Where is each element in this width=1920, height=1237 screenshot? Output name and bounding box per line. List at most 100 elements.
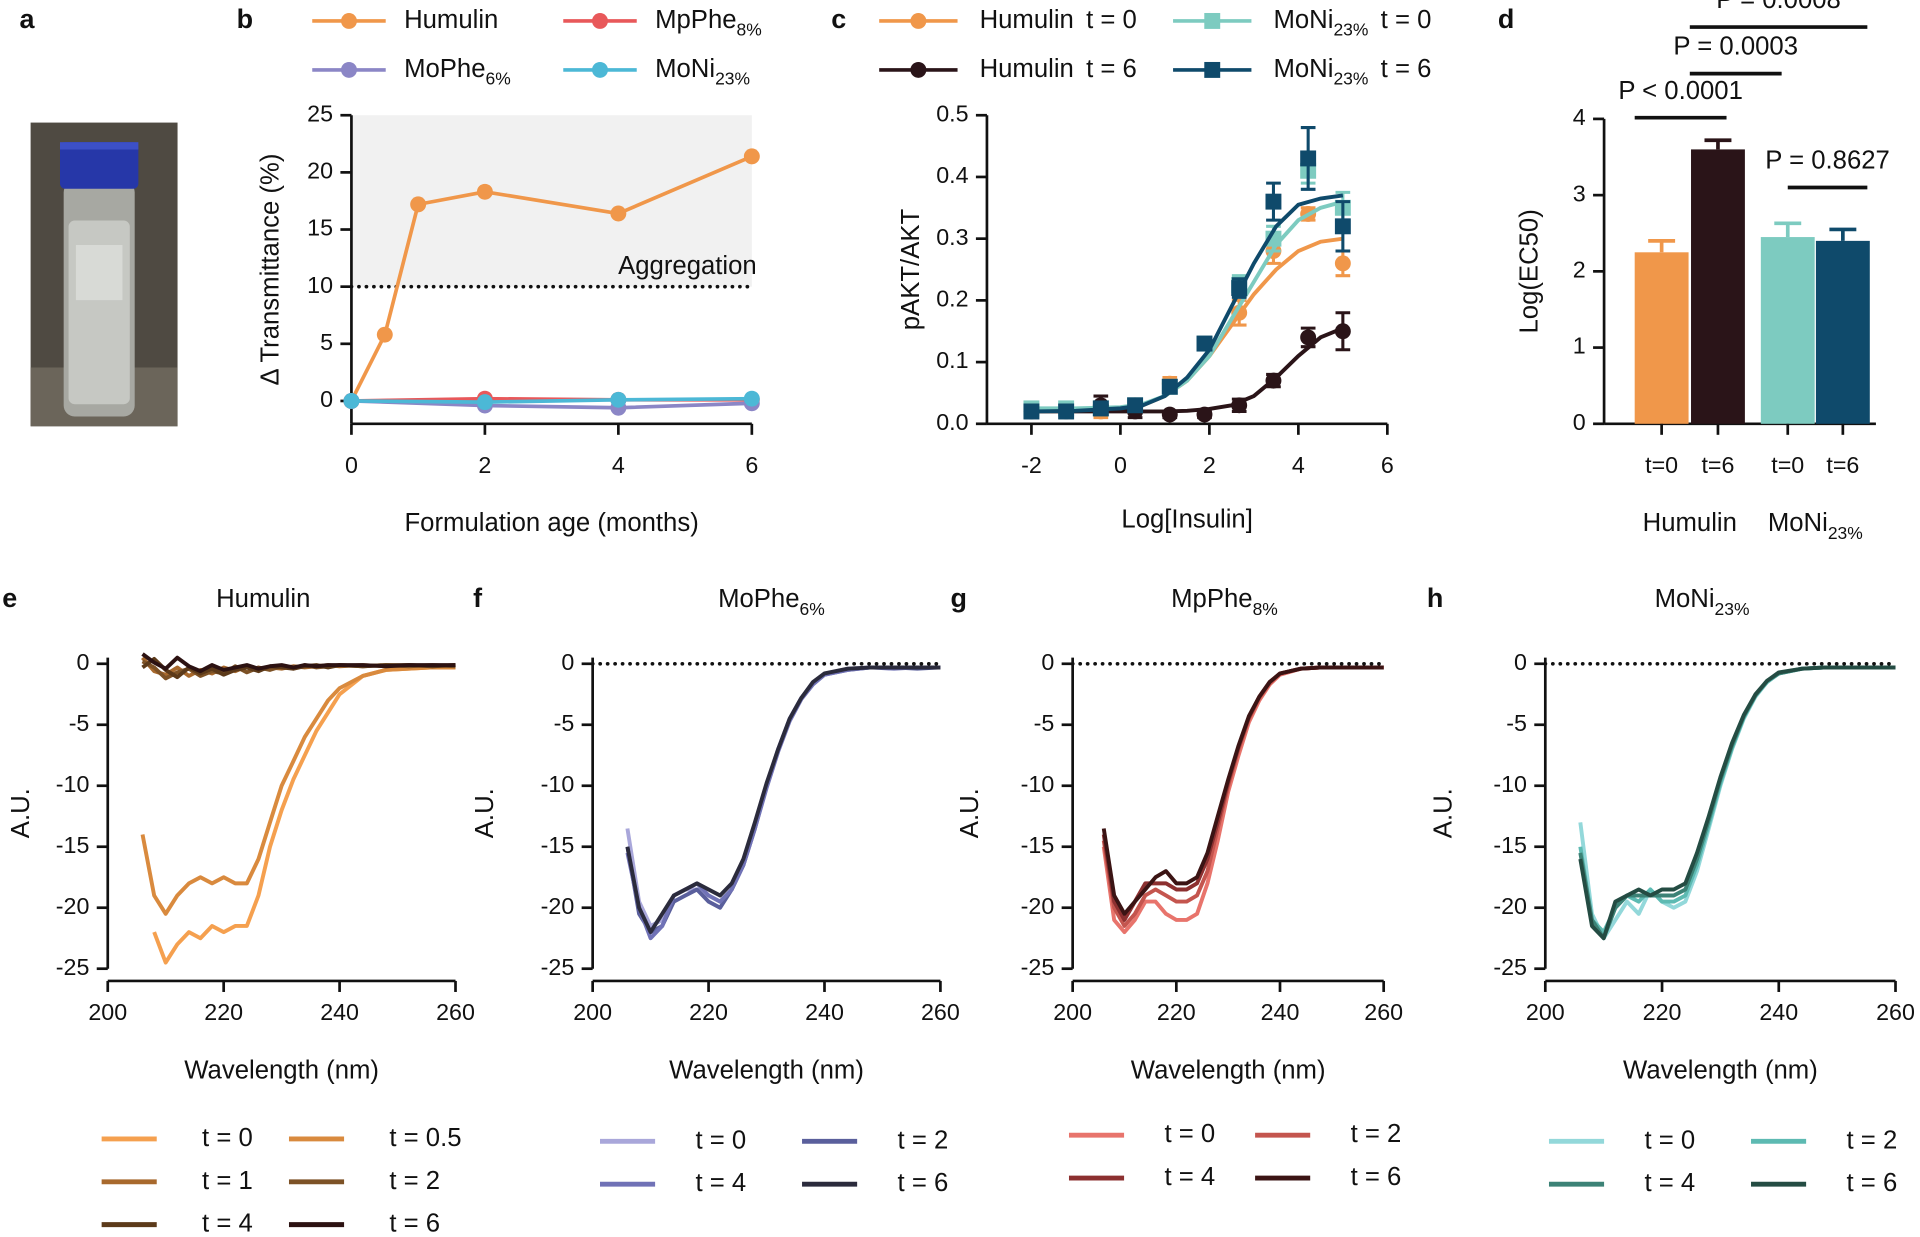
legend-label: MoPhe6% xyxy=(404,55,511,89)
series-line xyxy=(625,665,941,935)
legend-label: MpPhe8% xyxy=(655,6,762,40)
legend-marker xyxy=(910,12,927,29)
marker xyxy=(1196,406,1213,423)
y-tick-label: -15 xyxy=(1493,832,1527,858)
legend-label-text: MoNi xyxy=(1273,55,1333,83)
legend-label-suffix: t = 0 xyxy=(1086,6,1137,34)
y-tick-label: 10 xyxy=(307,272,333,298)
category-label: t=6 xyxy=(1701,452,1734,478)
x-tick-label: 220 xyxy=(1643,999,1682,1025)
legend-marker xyxy=(341,61,357,78)
bar xyxy=(1760,237,1815,424)
legend-label-text: t = 0.5 xyxy=(389,1124,461,1152)
x-tick-label: 0 xyxy=(345,452,358,478)
x-tick-label: 240 xyxy=(1759,999,1798,1025)
legend-label-suffix: t = 6 xyxy=(1381,55,1432,83)
p-value: P = 0.8627 xyxy=(1765,147,1890,175)
marker xyxy=(610,205,627,222)
legend-label: MoNi23% t = 6 xyxy=(1273,55,1431,89)
marker xyxy=(1334,323,1351,340)
marker xyxy=(1231,397,1248,414)
x-tick-label: 0 xyxy=(1114,452,1127,478)
series-line xyxy=(152,665,456,965)
y-tick-label: 25 xyxy=(307,100,333,126)
marker xyxy=(1161,378,1178,395)
marker xyxy=(1300,329,1317,346)
legend-marker xyxy=(592,61,608,78)
series-line xyxy=(351,396,752,404)
y-tick-label: -15 xyxy=(56,832,90,858)
legend-label-text: t = 6 xyxy=(1847,1169,1898,1197)
panel-title: MpPhe8% xyxy=(1171,585,1278,619)
fit-curve xyxy=(1031,236,1344,414)
legend-label: t = 4 xyxy=(1164,1163,1215,1191)
y-axis-label: A.U. xyxy=(7,788,35,838)
x-tick-label: -2 xyxy=(1021,452,1042,478)
legend-label: t = 0 xyxy=(202,1124,253,1152)
vial-cap-top xyxy=(60,142,139,150)
legend-label-text: t = 0 xyxy=(1644,1126,1695,1154)
x-axis-label: Log[Insulin] xyxy=(1121,505,1252,533)
category-label: t=6 xyxy=(1826,452,1859,478)
y-tick-label: -20 xyxy=(56,893,90,919)
bar xyxy=(1815,240,1870,424)
legend-label-text: t = 4 xyxy=(1644,1169,1695,1197)
x-tick-label: 260 xyxy=(1876,999,1915,1025)
legend-label-suffix: t = 6 xyxy=(1086,55,1137,83)
legend-marker xyxy=(592,12,608,29)
y-tick-label: -25 xyxy=(1493,954,1527,980)
y-tick-label: -5 xyxy=(69,710,90,736)
legend-label: t = 2 xyxy=(389,1167,440,1195)
series-line xyxy=(1578,665,1896,935)
y-tick-label: -10 xyxy=(541,771,575,797)
y-tick-label: 0.3 xyxy=(936,224,968,250)
legend-marker xyxy=(341,12,357,29)
y-tick-label: -15 xyxy=(541,832,575,858)
y-tick-label: 0 xyxy=(320,386,333,412)
legend-label: t = 6 xyxy=(1351,1163,1402,1191)
legend-label-subscript: 23% xyxy=(715,68,750,88)
y-tick-label: 0.4 xyxy=(936,162,968,188)
panel-title-subscript: 23% xyxy=(1715,599,1750,619)
legend-label-text: MoNi xyxy=(1273,6,1333,34)
panel-title-text: MoPhe xyxy=(718,585,799,613)
marker xyxy=(476,394,493,411)
marker xyxy=(1265,372,1282,389)
bar xyxy=(1634,252,1689,424)
y-tick-label: 5 xyxy=(320,329,333,355)
legend-label: Humulin t = 6 xyxy=(980,55,1137,83)
marker xyxy=(1231,304,1248,321)
y-tick-label: -15 xyxy=(1021,832,1055,858)
x-tick-label: 240 xyxy=(805,999,844,1025)
x-tick-label: 220 xyxy=(689,999,728,1025)
y-tick-label: 3 xyxy=(1573,180,1586,206)
panel-letter: g xyxy=(951,583,967,613)
group-label-text: Humulin xyxy=(1643,509,1737,537)
marker xyxy=(476,183,493,200)
marker xyxy=(376,326,393,343)
legend-label-subscript: 23% xyxy=(1333,68,1368,88)
p-value: P = 0.0008 xyxy=(1716,0,1841,14)
group-label-subscript: 23% xyxy=(1828,523,1863,543)
series-line xyxy=(1101,665,1384,935)
series-line xyxy=(1578,665,1896,941)
panel-letter: e xyxy=(2,583,17,613)
panel-letter: c xyxy=(831,4,846,34)
legend-label-text: t = 6 xyxy=(1351,1163,1402,1191)
legend-label: t = 4 xyxy=(1644,1169,1695,1197)
marker xyxy=(1023,403,1040,420)
legend-label: t = 1 xyxy=(202,1167,253,1195)
y-tick-label: -5 xyxy=(554,710,575,736)
x-tick-label: 200 xyxy=(573,999,612,1025)
legend-label-text: t = 4 xyxy=(202,1209,253,1237)
x-tick-label: 6 xyxy=(745,452,758,478)
legend-marker xyxy=(910,61,927,78)
group-label-text: MoNi xyxy=(1768,509,1828,537)
y-axis-label: Δ Transmittance (%) xyxy=(257,154,285,386)
y-tick-label: 0.0 xyxy=(936,409,968,435)
panel-title-subscript: 8% xyxy=(1253,599,1278,619)
y-tick-label: -10 xyxy=(1493,771,1527,797)
x-tick-label: 220 xyxy=(204,999,243,1025)
y-tick-label: 15 xyxy=(307,215,333,241)
legend-label: Humulin xyxy=(404,6,498,34)
